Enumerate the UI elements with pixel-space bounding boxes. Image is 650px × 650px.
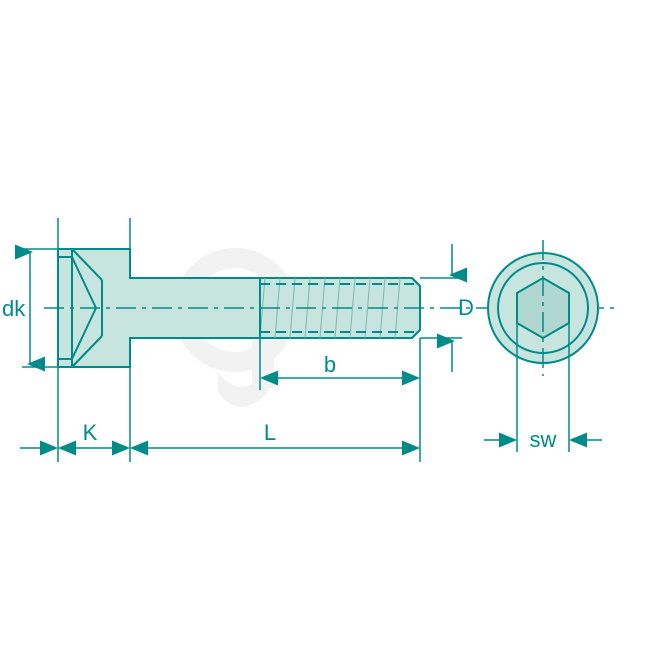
label-K: K <box>83 420 98 445</box>
label-dk: dk <box>2 296 26 321</box>
label-b: b <box>324 352 336 377</box>
top-extensions <box>58 218 130 249</box>
screw-diagram: dk D b K L sw <box>0 0 650 650</box>
label-sw: sw <box>530 427 557 452</box>
label-L: L <box>264 420 276 445</box>
label-D: D <box>458 295 474 320</box>
end-view <box>488 240 598 376</box>
